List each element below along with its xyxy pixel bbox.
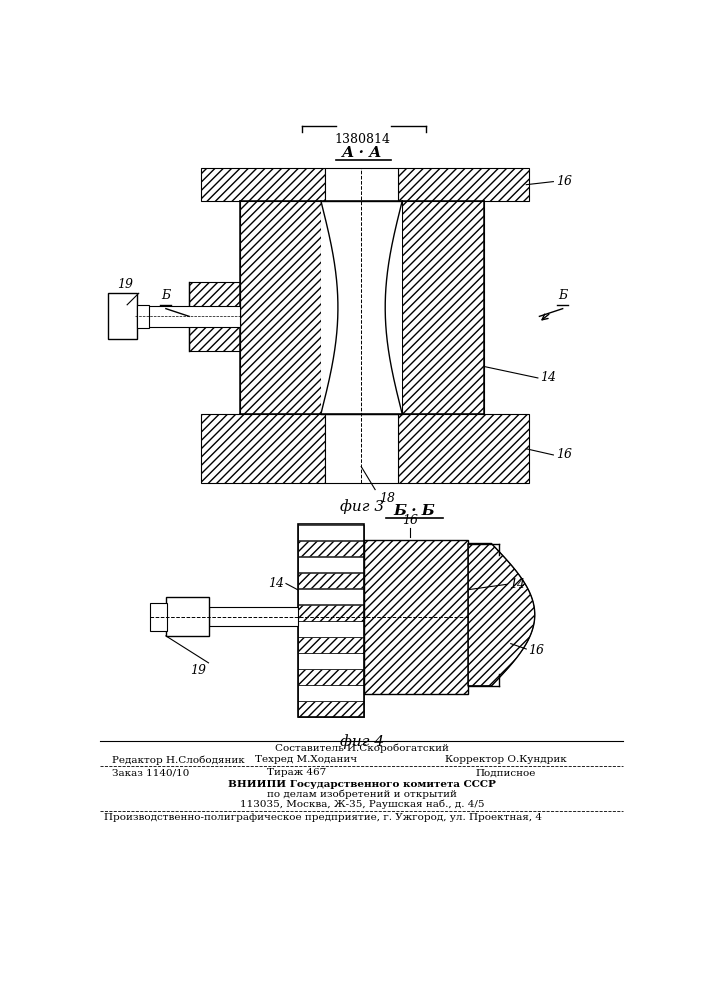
Text: 16: 16 [402,514,418,527]
Text: 16: 16 [556,175,572,188]
Text: Подписное: Подписное [476,768,536,777]
Bar [298,685,363,701]
Bar [398,168,529,201]
Bar [137,305,149,328]
Bar [135,306,240,327]
Bar [298,605,363,620]
Text: 14: 14 [540,371,556,384]
Text: Заказ 1140/10: Заказ 1140/10 [112,768,189,777]
Text: Б · Б: Б · Б [393,504,435,518]
Text: Составитель И.Скоробогатский: Составитель И.Скоробогатский [275,744,449,753]
Text: 16: 16 [556,448,572,461]
Text: 113035, Москва, Ж-35, Раушская наб., д. 4/5: 113035, Москва, Ж-35, Раушская наб., д. … [240,800,484,809]
Text: 16: 16 [529,644,544,657]
Bar [363,540,468,694]
Text: Техред М.Ходaнич: Техред М.Ходaнич [255,755,357,764]
Bar [166,597,209,636]
Bar [209,607,298,626]
Bar [151,603,168,631]
Bar [298,525,363,540]
Text: 18: 18 [379,492,395,505]
Bar [298,621,363,637]
Bar [298,557,363,572]
Bar [189,282,240,351]
Text: 19: 19 [117,278,134,291]
Bar [325,168,398,201]
Text: 14: 14 [509,578,525,591]
Bar [298,637,363,653]
Bar [298,524,363,717]
Bar [325,414,398,483]
Bar [298,541,363,556]
Text: Корректор О.Кундрик: Корректор О.Кундрик [445,755,566,764]
Text: 14: 14 [268,577,284,590]
Text: А · А: А · А [341,146,382,160]
Bar [240,201,321,414]
Bar [298,589,363,604]
Text: Б: Б [161,289,170,302]
Bar [107,293,137,339]
Text: 19: 19 [190,664,206,677]
Text: Тираж 467: Тираж 467 [267,768,326,777]
Bar [398,414,529,483]
Bar [201,414,325,483]
Bar [298,653,363,669]
Bar [298,573,363,588]
Text: Производственно-полиграфическое предприятие, г. Ужгород, ул. Проектная, 4: Производственно-полиграфическое предприя… [104,813,542,822]
Bar [298,701,363,717]
Text: по делам изобретений и открытий: по делам изобретений и открытий [267,790,457,799]
Text: 1380814: 1380814 [334,133,390,146]
Text: Б: Б [558,289,567,302]
Text: фиг 3: фиг 3 [340,499,384,514]
Bar [321,201,402,414]
Polygon shape [468,544,534,686]
Bar [402,201,484,414]
Bar [201,168,325,201]
Text: фиг 4: фиг 4 [340,734,384,749]
Bar [298,669,363,685]
Text: Редактор Н.Слободяник: Редактор Н.Слободяник [112,755,245,765]
Text: ВНИИПИ Государственного комитета СССР: ВНИИПИ Государственного комитета СССР [228,780,496,789]
